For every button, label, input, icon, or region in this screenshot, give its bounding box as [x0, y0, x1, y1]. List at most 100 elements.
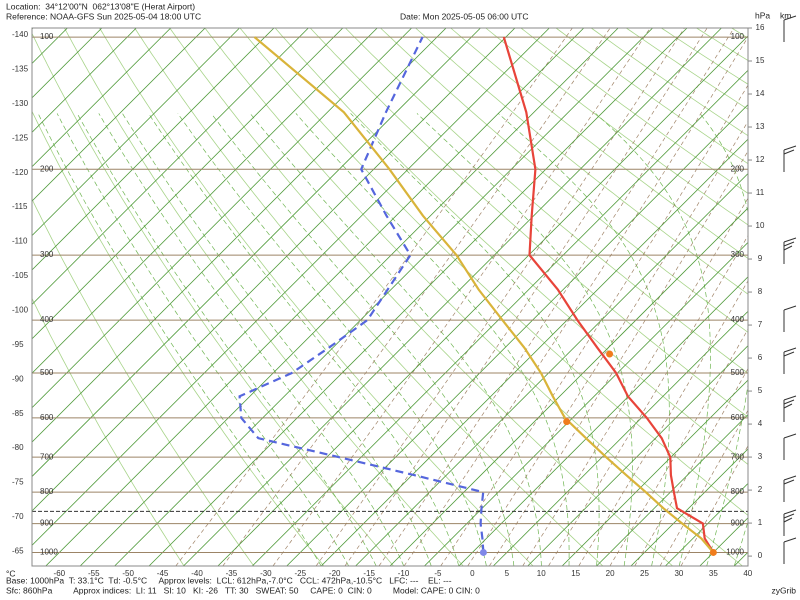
y-tick-label: 700	[731, 452, 745, 461]
x-tick-label: -60	[54, 569, 66, 578]
y-tick-label: 1000	[40, 548, 58, 557]
barb-shape	[783, 433, 797, 460]
mixing-ratio-line	[315, 28, 685, 566]
barb-shape	[783, 347, 797, 374]
moist-adiabat	[56, 113, 350, 566]
isotherm	[32, 28, 206, 202]
mixing-ratio-line	[222, 28, 611, 566]
level-point	[479, 548, 487, 556]
wind-barb	[783, 433, 797, 460]
isotherm	[148, 28, 688, 566]
moist-adiabat	[416, 113, 633, 566]
isotherm-label: -135	[12, 65, 29, 74]
isotherm-label: -65	[12, 546, 24, 555]
isotherm	[32, 28, 550, 546]
dry-adiabat	[99, 28, 534, 566]
isotherm	[32, 28, 516, 512]
isotherm	[32, 28, 309, 305]
isotherm-label: -80	[12, 443, 24, 452]
y-tick-label: 500	[731, 368, 745, 377]
barb-shape	[783, 395, 797, 422]
y2-tick-label: 0	[758, 551, 763, 560]
y2-tick-label: 6	[758, 353, 763, 362]
y-tick-label: 600	[40, 413, 54, 422]
moist-adiabat	[177, 113, 487, 566]
dry-adiabat	[32, 198, 255, 566]
x-tick-label: 20	[606, 569, 615, 578]
y2-tick-label: 1	[758, 518, 763, 527]
dry-adiabat	[555, 28, 748, 165]
isotherm-label: -90	[12, 374, 24, 383]
y-tick-label: 900	[731, 519, 745, 528]
wind-barb	[783, 509, 797, 536]
dry-adiabat	[169, 28, 673, 566]
isotherm	[492, 310, 748, 566]
moist-adiabat	[350, 113, 600, 566]
profile-line	[253, 36, 715, 554]
isotherm	[45, 28, 585, 566]
isotherm	[458, 276, 748, 566]
dry-adiabat	[414, 28, 748, 295]
y2-tick-label: 7	[758, 320, 763, 329]
x-tick-label: -45	[157, 569, 169, 578]
mixing-ratio-line	[440, 84, 748, 566]
y2-tick-label: 12	[756, 155, 765, 164]
isotherm-label: -140	[12, 30, 29, 39]
isotherm-label: -125	[12, 133, 29, 142]
y2-tick-label: 9	[758, 254, 763, 263]
isotherm	[114, 28, 653, 566]
x-tick-label: -20	[329, 569, 341, 578]
x-tick-label: 15	[571, 569, 580, 578]
x-tick-label: 30	[674, 569, 683, 578]
x-tick-label: -15	[363, 569, 375, 578]
mixing-ratio-line	[548, 234, 748, 566]
isotherm-label: -120	[12, 168, 29, 177]
labels: -140-135-130-125-120-115-110-105-100-95-…	[12, 15, 797, 578]
footer-line1: Base: 1000hPa T: 33.1°C Td: -0.5°C Appro…	[6, 575, 452, 585]
barb-shape	[783, 145, 797, 172]
dry-adiabat	[134, 28, 604, 566]
x-tick-label: -25	[294, 569, 306, 578]
pressure-unit: hPa	[755, 10, 770, 20]
mixing-ratio-line	[272, 28, 651, 566]
wind-barb	[783, 537, 797, 564]
isotherm	[355, 173, 748, 566]
dry-adiabat	[32, 297, 185, 566]
y-tick-label: 800	[40, 487, 54, 496]
isotherm	[79, 28, 619, 566]
y-tick-label: 700	[40, 452, 54, 461]
barb-shape	[783, 475, 797, 502]
footer-line2: Sfc: 860hPa Approx indices: LI: 11 SI: 1…	[6, 585, 480, 595]
isotherm	[32, 28, 137, 133]
wind-barb	[783, 475, 797, 502]
temperature-unit: °C	[6, 568, 16, 578]
y-tick-label: 600	[731, 413, 745, 422]
y-tick-label: 100	[40, 32, 54, 41]
mixing-ratio-line	[344, 28, 708, 566]
y-tick-label: 200	[731, 164, 745, 173]
dry-adiabat	[590, 28, 748, 137]
y-tick-label: 900	[40, 519, 54, 528]
x-tick-label: 10	[537, 569, 546, 578]
dry-adiabat	[379, 28, 748, 333]
mixing-ratio-line	[578, 280, 748, 566]
moist-adiabat	[295, 113, 570, 566]
y-tick-label: 1000	[726, 548, 744, 557]
y-tick-label: 500	[40, 368, 54, 377]
isotherm	[527, 345, 748, 566]
moist-adiabat	[76, 113, 377, 566]
isotherm	[217, 35, 748, 566]
isotherm-label: -115	[12, 202, 28, 211]
dry-adiabat	[344, 28, 748, 374]
wind-barb	[783, 15, 797, 42]
isotherm	[320, 138, 748, 566]
isotherm	[32, 28, 275, 271]
x-tick-label: 40	[743, 569, 752, 578]
y-tick-label: 400	[731, 315, 745, 324]
wind-barb	[783, 395, 797, 422]
y-tick-label: 100	[731, 32, 745, 41]
moist-adiabat	[98, 113, 405, 566]
y2-tick-label: 4	[758, 419, 763, 428]
profiles	[32, 36, 748, 554]
